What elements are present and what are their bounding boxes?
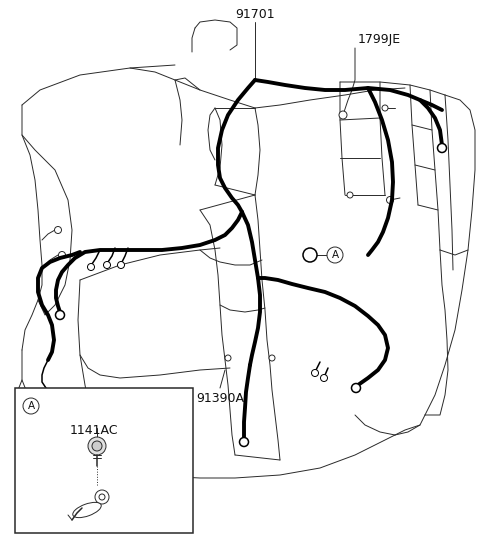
Text: 1141AC: 1141AC: [70, 424, 119, 437]
Text: A: A: [331, 250, 338, 260]
Circle shape: [240, 438, 249, 446]
Text: 1799JE: 1799JE: [358, 34, 401, 47]
Circle shape: [47, 394, 53, 401]
Circle shape: [88, 437, 106, 455]
Circle shape: [327, 247, 343, 263]
Circle shape: [269, 355, 275, 361]
Circle shape: [95, 490, 109, 504]
Circle shape: [56, 311, 64, 320]
Circle shape: [92, 441, 102, 451]
Circle shape: [437, 143, 446, 153]
Circle shape: [59, 252, 65, 259]
Circle shape: [347, 192, 353, 198]
Circle shape: [312, 370, 319, 377]
Text: A: A: [27, 401, 35, 411]
Circle shape: [303, 248, 317, 262]
Circle shape: [55, 227, 61, 234]
Circle shape: [339, 111, 347, 119]
Circle shape: [351, 384, 360, 393]
Ellipse shape: [73, 503, 101, 518]
Circle shape: [104, 261, 110, 268]
Circle shape: [225, 355, 231, 361]
Circle shape: [118, 261, 124, 268]
Circle shape: [382, 105, 388, 111]
Circle shape: [386, 196, 394, 203]
Circle shape: [87, 263, 95, 270]
Circle shape: [55, 394, 61, 401]
Text: 91701: 91701: [235, 9, 275, 22]
Circle shape: [99, 494, 105, 500]
Bar: [15, 388, 193, 533]
Circle shape: [23, 398, 39, 414]
Circle shape: [321, 374, 327, 381]
Text: 91390A: 91390A: [196, 392, 244, 405]
